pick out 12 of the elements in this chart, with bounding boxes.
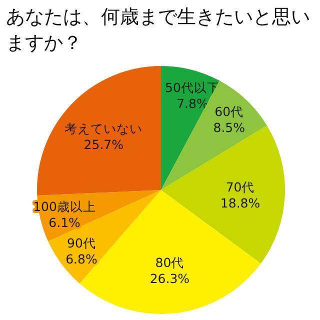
data-label: 25.7%	[84, 137, 124, 152]
data-label: 6.8%	[66, 251, 98, 266]
chart-title: あなたは、何歳まで生きたいと思いますか？	[6, 5, 311, 56]
data-label: 18.8%	[220, 195, 260, 210]
data-label: 8.5%	[213, 120, 246, 135]
slice-label: 80代	[155, 254, 184, 270]
data-label: 26.3%	[150, 270, 190, 286]
slice-label: 70代	[226, 179, 255, 194]
slice-label: 90代	[67, 235, 96, 250]
slice-label: 考えていない	[64, 121, 143, 136]
slice-label: 60代	[214, 104, 244, 119]
data-label: 6.1%	[48, 215, 81, 230]
